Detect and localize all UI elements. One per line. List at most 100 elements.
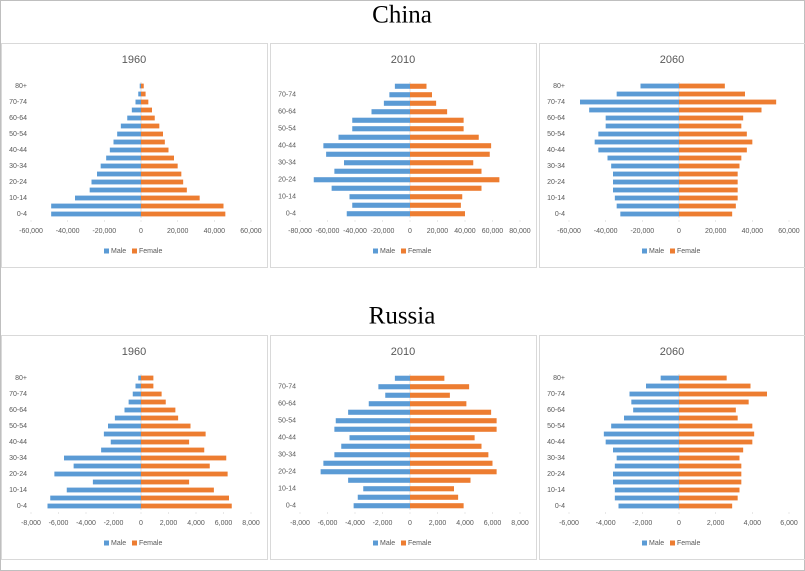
bar [106, 155, 141, 161]
bar [410, 443, 482, 449]
bar [679, 391, 767, 397]
bar [51, 211, 141, 217]
panel [539, 335, 805, 560]
bar [344, 160, 410, 166]
legend-label: Male [380, 248, 395, 255]
y-tick-label: 0-4 [17, 211, 27, 218]
y-tick-label: 70-74 [9, 99, 27, 106]
x-tick-label: 0 [139, 520, 143, 527]
bar [410, 126, 464, 132]
y-tick-label: 70-74 [278, 384, 296, 391]
bar [378, 384, 410, 390]
bar [141, 399, 166, 405]
y-tick-label: 60-64 [9, 407, 27, 414]
bar [135, 383, 141, 389]
bar [679, 495, 738, 501]
bar [141, 195, 200, 201]
bar [371, 109, 410, 115]
bar [410, 435, 475, 441]
y-tick-label: 60-64 [278, 109, 296, 116]
x-tick-label: -60,000 [557, 228, 581, 235]
bar [141, 91, 146, 97]
bar [141, 155, 174, 161]
x-tick-label: 60,000 [240, 228, 262, 235]
bar [679, 463, 742, 469]
bar [410, 185, 482, 191]
bar [66, 487, 141, 493]
bar [620, 211, 679, 217]
bar [679, 123, 742, 129]
bar [91, 179, 141, 185]
bar [410, 160, 474, 166]
bar [353, 503, 410, 509]
y-tick-label: 40-44 [278, 435, 296, 442]
bar [89, 187, 141, 193]
panel [539, 43, 805, 268]
bar [646, 383, 679, 389]
chart-title: 2060 [660, 54, 684, 66]
y-tick-label: 50-54 [547, 131, 565, 138]
bar [679, 415, 738, 421]
x-tick-label: 2,000 [707, 520, 725, 527]
chart-title: 2010 [391, 54, 415, 66]
bar [611, 423, 679, 429]
bar [141, 463, 210, 469]
bar [410, 134, 479, 140]
bar [323, 460, 410, 466]
bar [141, 123, 160, 129]
y-tick-label: 30-34 [9, 163, 27, 170]
bar [410, 83, 427, 89]
bar [141, 447, 205, 453]
y-tick-label: 70-74 [547, 99, 565, 106]
bar [679, 195, 738, 201]
bar [410, 486, 454, 492]
bar [410, 460, 493, 466]
bar [114, 415, 141, 421]
legend-swatch [104, 248, 109, 254]
y-tick-label: 80+ [553, 375, 565, 382]
bar [631, 399, 679, 405]
y-tick-label: 60-64 [278, 401, 296, 408]
x-tick-label: 0 [408, 228, 412, 235]
x-tick-label: 2,000 [160, 520, 178, 527]
y-tick-label: 40-44 [547, 439, 565, 446]
legend-swatch [670, 540, 675, 546]
heading: Russia [369, 303, 436, 330]
x-tick-label: 8,000 [242, 520, 260, 527]
bar [605, 115, 679, 121]
x-tick-label: 20,000 [427, 228, 449, 235]
legend-label: Female [139, 248, 162, 255]
bar [141, 99, 149, 105]
legend-swatch [373, 540, 378, 546]
bar [394, 375, 410, 381]
legend-label: Male [111, 248, 126, 255]
x-tick-label: -60,000 [19, 228, 43, 235]
x-tick-label: -6,000 [559, 520, 579, 527]
bar [679, 439, 753, 445]
chart-title: 2010 [391, 346, 415, 358]
bar [679, 187, 738, 193]
x-tick-label: -60,000 [316, 228, 340, 235]
bar [124, 407, 141, 413]
bar [613, 179, 679, 185]
bar [141, 455, 227, 461]
bar [128, 399, 141, 405]
bar [97, 171, 141, 177]
bar [313, 177, 410, 183]
bar [323, 143, 410, 149]
bar [618, 503, 679, 509]
bar [410, 392, 450, 398]
bar [679, 155, 742, 161]
bar [410, 117, 464, 123]
y-tick-label: 40-44 [547, 147, 565, 154]
legend-label: Male [649, 248, 664, 255]
y-tick-label: 20-24 [278, 177, 296, 184]
x-tick-label: 6,000 [780, 520, 798, 527]
x-tick-label: 4,000 [744, 520, 762, 527]
y-tick-label: 70-74 [547, 391, 565, 398]
bar [349, 435, 410, 441]
bar [75, 195, 141, 201]
bar [109, 147, 141, 153]
bar [368, 401, 410, 407]
y-tick-label: 0-4 [555, 211, 565, 218]
